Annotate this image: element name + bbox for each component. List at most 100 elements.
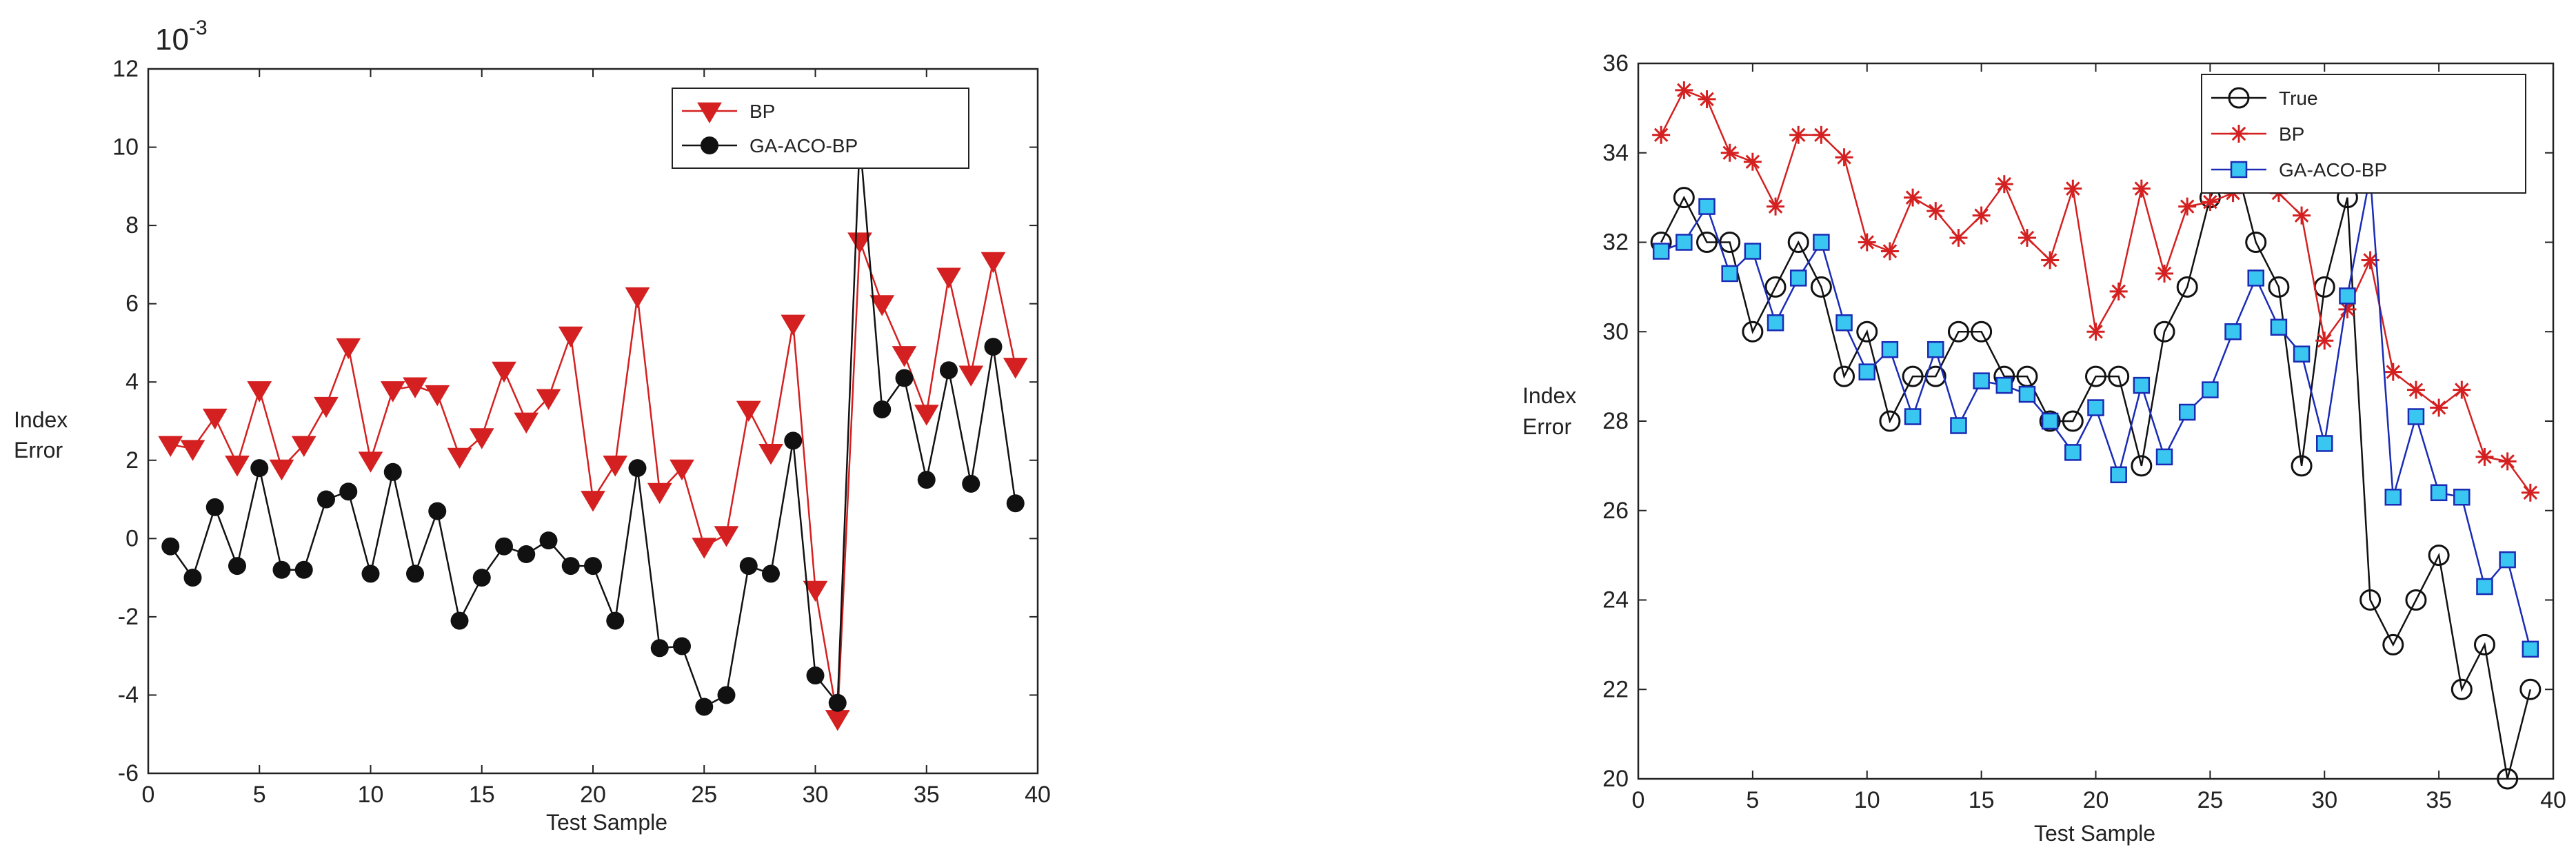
data-point bbox=[1856, 320, 1878, 343]
data-point bbox=[1904, 408, 1922, 425]
y-tick-label: 20 bbox=[1602, 766, 1629, 792]
data-point bbox=[406, 564, 424, 583]
series-line bbox=[170, 139, 1016, 709]
data-point bbox=[1698, 90, 1716, 108]
data-point bbox=[1696, 232, 1718, 253]
data-point bbox=[2178, 403, 2196, 421]
x-tick-label: 20 bbox=[2083, 787, 2109, 813]
legend: True BP GA-ACO-BP bbox=[2201, 74, 2526, 194]
legend-marker bbox=[2230, 125, 2248, 143]
data-point bbox=[2521, 483, 2539, 502]
data-point bbox=[558, 326, 583, 348]
data-point bbox=[1904, 188, 1922, 207]
data-point bbox=[1902, 365, 1924, 387]
data-point bbox=[2153, 320, 2175, 343]
data-point bbox=[1767, 197, 1785, 216]
data-point bbox=[1744, 243, 1762, 260]
chart-right: 0 5 10 15 20 25 30 35 40 20 22 24 26 28 30 32 34 36 Test… bbox=[1522, 50, 2566, 846]
data-point bbox=[803, 580, 828, 602]
data-point bbox=[673, 637, 691, 655]
data-point bbox=[984, 338, 1003, 356]
y-axis-label-line2: Error bbox=[14, 438, 63, 462]
data-point bbox=[2406, 380, 2425, 399]
y-tick-label: -2 bbox=[118, 604, 139, 630]
legend-label: GA-ACO-BP bbox=[749, 135, 858, 156]
data-point bbox=[2316, 435, 2333, 452]
data-point bbox=[2041, 251, 2060, 269]
data-point bbox=[2315, 332, 2334, 350]
x-tick-label: 10 bbox=[1854, 787, 1880, 813]
y-tick-label: -6 bbox=[118, 760, 139, 786]
data-point bbox=[2178, 197, 2197, 216]
data-point bbox=[428, 502, 447, 520]
data-point bbox=[895, 369, 914, 387]
scale-label: 10-3 bbox=[155, 17, 208, 57]
data-point bbox=[272, 560, 291, 579]
data-point bbox=[1652, 243, 1670, 260]
data-point bbox=[739, 557, 758, 576]
data-point bbox=[291, 436, 316, 458]
data-point bbox=[228, 557, 246, 576]
data-point bbox=[1879, 410, 1901, 432]
x-tick-label: 35 bbox=[914, 782, 940, 808]
chart-left: 0 5 10 15 20 25 30 35 40 -6 -4 -2 0 2 4 6 8 10 12 10-3 Te… bbox=[14, 17, 1051, 835]
data-point bbox=[2155, 448, 2173, 466]
data-point bbox=[2291, 455, 2313, 477]
data-point bbox=[514, 412, 539, 434]
data-point bbox=[1947, 320, 1969, 343]
data-point bbox=[2430, 398, 2448, 417]
legend-entry: GA-ACO-BP bbox=[2211, 159, 2387, 181]
data-point bbox=[561, 557, 580, 576]
data-point bbox=[2382, 633, 2404, 655]
x-tick-label: 20 bbox=[580, 782, 606, 808]
series-line bbox=[170, 241, 1016, 719]
data-point bbox=[495, 537, 513, 556]
data-point bbox=[1673, 187, 1695, 209]
data-point bbox=[2453, 489, 2471, 506]
data-point bbox=[869, 295, 895, 316]
data-point bbox=[2109, 282, 2128, 301]
data-point bbox=[2293, 345, 2311, 363]
data-point bbox=[317, 490, 335, 509]
data-point bbox=[784, 431, 803, 450]
data-point bbox=[2384, 489, 2402, 506]
data-point bbox=[205, 498, 224, 516]
data-point bbox=[2453, 380, 2471, 399]
x-tick-label: 40 bbox=[2540, 787, 2566, 813]
data-point bbox=[294, 560, 313, 579]
data-point bbox=[161, 537, 180, 556]
y-tick-label: 2 bbox=[125, 447, 139, 474]
data-point bbox=[762, 564, 780, 583]
data-point bbox=[1926, 202, 1945, 221]
series-group bbox=[1650, 81, 2542, 790]
x-tick-label: 25 bbox=[691, 782, 717, 808]
data-point bbox=[2428, 545, 2450, 567]
data-point bbox=[180, 440, 205, 461]
data-point bbox=[670, 459, 694, 481]
data-point bbox=[2176, 276, 2198, 298]
data-point bbox=[717, 686, 736, 704]
data-point bbox=[917, 471, 936, 489]
series-ga-aco-bp bbox=[161, 130, 1025, 716]
data-point bbox=[2155, 264, 2174, 283]
x-axis-ticks: 0 5 10 15 20 25 30 35 40 bbox=[1632, 63, 2566, 813]
y-tick-label: -4 bbox=[118, 682, 139, 708]
data-point bbox=[1971, 320, 1993, 343]
data-point bbox=[450, 611, 469, 630]
data-point bbox=[1789, 269, 1807, 287]
data-point bbox=[2085, 365, 2106, 387]
data-point bbox=[940, 361, 958, 380]
data-point bbox=[1880, 242, 1899, 261]
legend-label: BP bbox=[749, 101, 775, 122]
data-point bbox=[625, 287, 650, 309]
data-point bbox=[584, 557, 602, 576]
legend-entry: True bbox=[2211, 87, 2318, 109]
data-point bbox=[806, 666, 825, 685]
data-point bbox=[1835, 314, 1853, 332]
data-point bbox=[892, 346, 917, 367]
y-tick-label: 34 bbox=[1602, 140, 1629, 166]
data-point bbox=[606, 611, 625, 630]
y-axis-ticks: 20 22 24 26 28 30 32 34 36 bbox=[1602, 50, 2553, 792]
data-point bbox=[2224, 323, 2242, 340]
legend: BP GA-ACO-BP bbox=[672, 88, 969, 169]
